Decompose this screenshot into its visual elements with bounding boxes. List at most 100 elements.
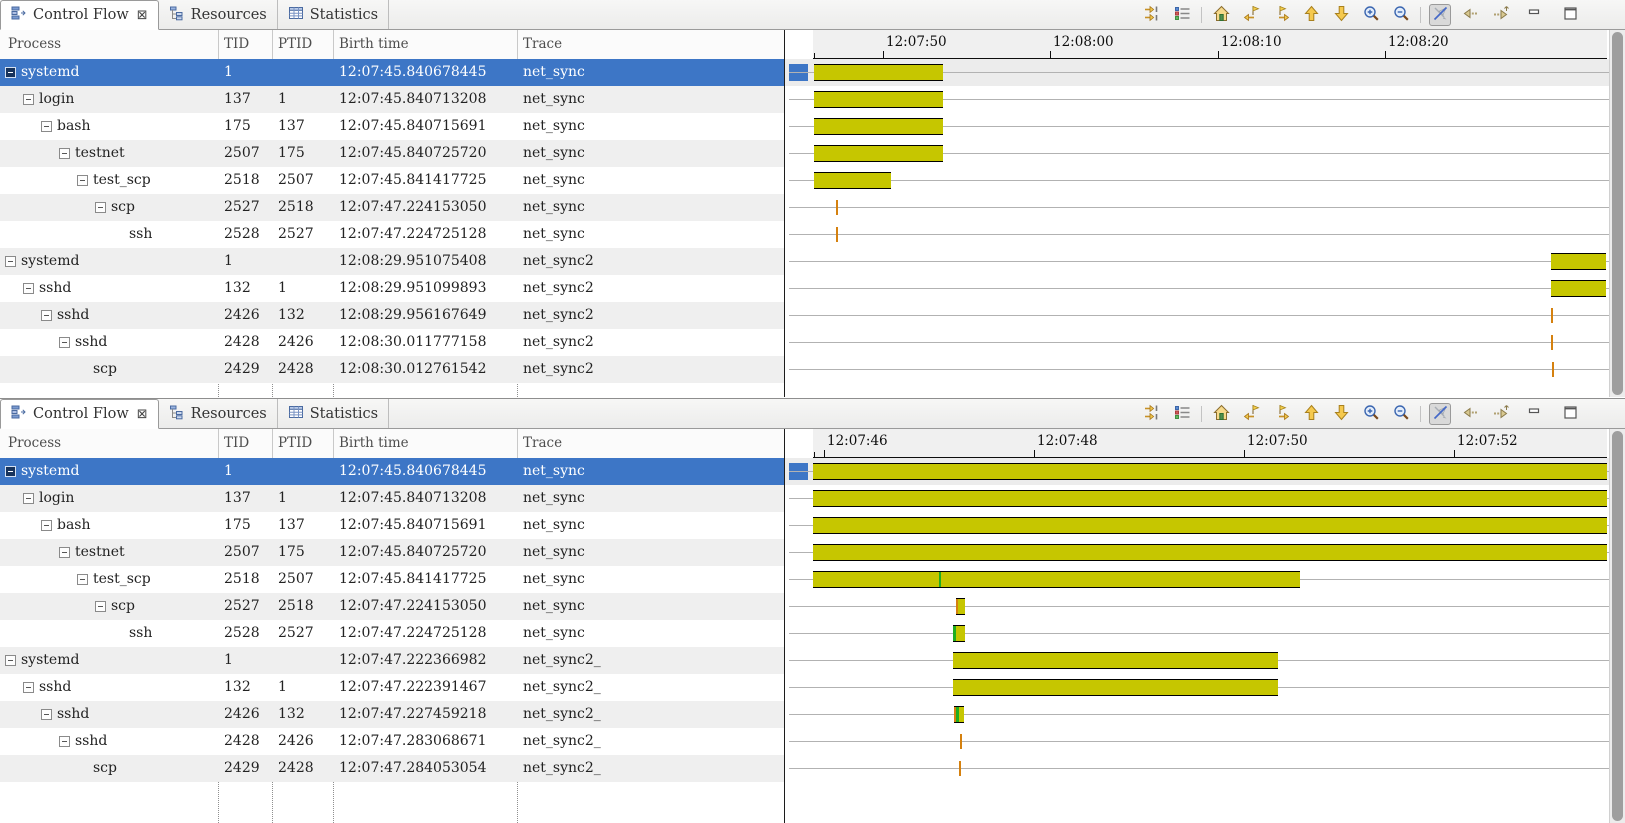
expander-icon[interactable] — [41, 520, 52, 531]
table-row[interactable]: bash 175 137 12:07:45.840715691 net_sync — [0, 512, 784, 539]
table-row[interactable]: bash 175 137 12:07:45.840715691 net_sync — [0, 113, 784, 140]
timeline-row[interactable] — [785, 620, 1609, 647]
timeline-row[interactable] — [785, 458, 1609, 485]
timeline-row[interactable] — [785, 512, 1609, 539]
timeline-row[interactable] — [785, 59, 1609, 86]
expander-icon[interactable] — [5, 466, 16, 477]
column-header-tid[interactable]: TID — [224, 36, 250, 52]
table-row[interactable]: testnet 2507 175 12:07:45.840725720 net_sync — [0, 539, 784, 566]
table-row[interactable]: systemd 1 12:07:47.222366982 net_sync2_ — [0, 647, 784, 674]
expander-icon[interactable] — [59, 547, 70, 558]
align-views-button[interactable] — [1141, 4, 1163, 26]
expander-icon[interactable] — [5, 256, 16, 267]
select-next-process-button[interactable] — [1330, 4, 1352, 26]
time-axis[interactable]: 12:07:50 12:08:00 12:08:10 12:08:20 — [813, 30, 1607, 59]
table-row[interactable]: sshd 2428 2426 12:08:30.011777158 net_sync2 — [0, 329, 784, 356]
align-views-button[interactable] — [1141, 403, 1163, 425]
timeline-row[interactable] — [785, 674, 1609, 701]
column-header-tid[interactable]: TID — [224, 435, 250, 451]
expander-icon[interactable] — [77, 574, 88, 585]
expander-icon[interactable] — [59, 736, 70, 747]
time-axis[interactable]: 12:07:46 12:07:48 12:07:50 12:07:52 — [813, 429, 1607, 458]
column-header-process[interactable]: Process — [8, 435, 62, 451]
hide-arrows-button[interactable] — [1429, 4, 1451, 26]
tab-statistics[interactable]: Statistics — [278, 0, 390, 29]
expander-icon[interactable] — [23, 682, 34, 693]
expander-icon[interactable] — [5, 655, 16, 666]
tab-control-flow[interactable]: Control Flow ⊠ — [0, 0, 159, 30]
expander-icon[interactable] — [41, 121, 52, 132]
select-prev-process-button[interactable] — [1300, 403, 1322, 425]
table-row[interactable]: test_scp 2518 2507 12:07:45.841417725 net_sy… — [0, 566, 784, 593]
select-prev-process-button[interactable] — [1300, 4, 1322, 26]
timeline-row[interactable] — [785, 86, 1609, 113]
tab-control-flow[interactable]: Control Flow ⊠ — [0, 399, 159, 429]
select-prev-state-change-button[interactable] — [1240, 4, 1262, 26]
minimize-button[interactable] — [1523, 403, 1545, 425]
tab-resources[interactable]: Resources — [159, 399, 278, 428]
table-row[interactable]: sshd 2426 132 12:08:29.956167649 net_sync2 — [0, 302, 784, 329]
timeline-scrollbar[interactable] — [1609, 429, 1625, 823]
timeline-row[interactable] — [785, 485, 1609, 512]
timeline-row[interactable] — [785, 248, 1609, 275]
column-header-birth-time[interactable]: Birth time — [339, 36, 409, 52]
select-next-state-change-button[interactable] — [1270, 4, 1292, 26]
column-header-birth-time[interactable]: Birth time — [339, 435, 409, 451]
follow-cpu-forward-button[interactable] — [1489, 4, 1511, 26]
reset-time-scale-button[interactable] — [1210, 403, 1232, 425]
tab-statistics[interactable]: Statistics — [278, 399, 390, 428]
column-header-trace[interactable]: Trace — [523, 36, 563, 52]
table-row[interactable]: sshd 2426 132 12:07:47.227459218 net_sync2_ — [0, 701, 784, 728]
show-view-filters-button[interactable] — [1171, 4, 1193, 26]
table-row[interactable]: login 137 1 12:07:45.840713208 net_sync — [0, 485, 784, 512]
show-view-filters-button[interactable] — [1171, 403, 1193, 425]
zoom-out-button[interactable] — [1390, 4, 1412, 26]
column-header-trace[interactable]: Trace — [523, 435, 563, 451]
timeline-row[interactable] — [785, 566, 1609, 593]
timeline-row[interactable] — [785, 356, 1609, 383]
table-row[interactable]: scp 2429 2428 12:08:30.012761542 net_sync2 — [0, 356, 784, 383]
maximize-button[interactable] — [1559, 4, 1581, 26]
column-header-ptid[interactable]: PTID — [278, 36, 313, 52]
table-row[interactable]: sshd 132 1 12:07:47.222391467 net_sync2_ — [0, 674, 784, 701]
zoom-in-button[interactable] — [1360, 4, 1382, 26]
zoom-in-button[interactable] — [1360, 403, 1382, 425]
zoom-out-button[interactable] — [1390, 403, 1412, 425]
timeline-row[interactable] — [785, 728, 1609, 755]
table-row[interactable]: ssh 2528 2527 12:07:47.224725128 net_sync — [0, 620, 784, 647]
table-row[interactable]: testnet 2507 175 12:07:45.840725720 net_sync — [0, 140, 784, 167]
scrollbar-thumb[interactable] — [1612, 32, 1623, 395]
table-row[interactable]: scp 2527 2518 12:07:47.224153050 net_sync — [0, 194, 784, 221]
table-row[interactable]: systemd 1 12:07:45.840678445 net_sync — [0, 458, 784, 485]
minimize-button[interactable] — [1523, 4, 1545, 26]
timeline-row[interactable] — [785, 194, 1609, 221]
maximize-button[interactable] — [1559, 403, 1581, 425]
expander-icon[interactable] — [59, 148, 70, 159]
select-next-state-change-button[interactable] — [1270, 403, 1292, 425]
table-row[interactable]: sshd 2428 2426 12:07:47.283068671 net_sync2_ — [0, 728, 784, 755]
scrollbar-thumb[interactable] — [1612, 431, 1623, 821]
timeline-row[interactable] — [785, 647, 1609, 674]
expander-icon[interactable] — [5, 67, 16, 78]
timeline-row[interactable] — [785, 140, 1609, 167]
expander-icon[interactable] — [95, 601, 106, 612]
expander-icon[interactable] — [23, 94, 34, 105]
expander-icon[interactable] — [77, 175, 88, 186]
tab-close-icon[interactable]: ⊠ — [136, 7, 148, 23]
table-row[interactable]: ssh 2528 2527 12:07:47.224725128 net_sync — [0, 221, 784, 248]
table-row[interactable]: scp 2429 2428 12:07:47.284053054 net_sync2_ — [0, 755, 784, 782]
table-row[interactable]: scp 2527 2518 12:07:47.224153050 net_sync — [0, 593, 784, 620]
timeline-row[interactable] — [785, 221, 1609, 248]
timeline-row[interactable] — [785, 701, 1609, 728]
follow-cpu-forward-button[interactable] — [1489, 403, 1511, 425]
timeline-row[interactable] — [785, 275, 1609, 302]
column-header-process[interactable]: Process — [8, 36, 62, 52]
table-row[interactable]: test_scp 2518 2507 12:07:45.841417725 net_sy… — [0, 167, 784, 194]
timeline-scrollbar[interactable] — [1609, 30, 1625, 397]
column-header-ptid[interactable]: PTID — [278, 435, 313, 451]
select-next-process-button[interactable] — [1330, 403, 1352, 425]
follow-cpu-backward-button[interactable] — [1459, 403, 1481, 425]
select-prev-state-change-button[interactable] — [1240, 403, 1262, 425]
timeline-row[interactable] — [785, 167, 1609, 194]
timeline-row[interactable] — [785, 113, 1609, 140]
